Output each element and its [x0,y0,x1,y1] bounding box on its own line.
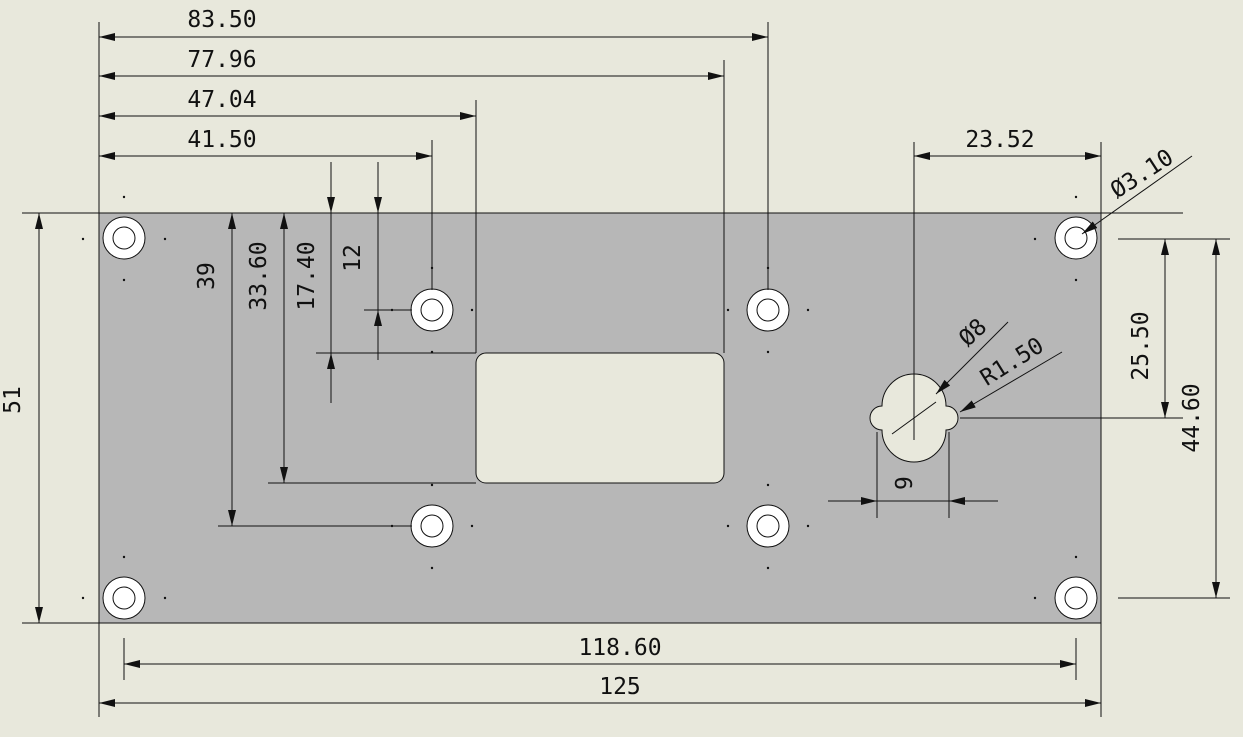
dim-41-50: 41.50 [99,127,432,160]
hole-inner-top-right [746,288,790,332]
dim-9-label: 9 [892,476,918,490]
dim-51: 51 [0,213,43,623]
hole-inner-bottom-right [746,504,790,548]
dim-118-60-label: 118.60 [578,635,661,661]
hole-bottom-left [102,576,146,620]
dim-33-60-label: 33.60 [246,241,272,310]
dim-47-04: 47.04 [99,87,476,120]
dim-23-52: 23.52 [914,127,1101,160]
hole-inner-top-left [410,288,454,332]
dim-39-label: 39 [194,262,220,290]
hole-top-right [1054,216,1098,260]
dim-41-50-label: 41.50 [187,127,256,153]
rectangular-cutout [475,352,725,484]
extension-lines [22,22,1230,717]
dim-125-label: 125 [599,674,641,700]
dim-118-60: 118.60 [124,635,1076,668]
dim-51-label: 51 [0,386,26,414]
dim-47-04-label: 47.04 [187,87,256,113]
dim-83-50-label: 83.50 [187,7,256,33]
dim-25-50: 25.50 [1128,239,1169,418]
dim-25-50-label: 25.50 [1128,311,1154,380]
dim-17-40-label: 17.40 [294,241,320,310]
dim-12: 12 [340,162,382,360]
dim-77-96-label: 77.96 [187,47,256,73]
dim-12-label: 12 [340,244,366,272]
dim-39: 39 [194,213,236,526]
center-marks [81,195,1078,600]
dim-9: 9 [828,476,998,505]
dim-phi-3-10-label: Ø3.10 [1106,144,1178,204]
dim-83-50: 83.50 [99,7,768,41]
hole-top-left [102,216,146,260]
dim-23-52-label: 23.52 [965,127,1034,153]
dim-125: 125 [99,674,1101,707]
dim-77-96: 77.96 [99,47,724,80]
dim-17-40: 17.40 [294,162,335,403]
dim-33-60: 33.60 [246,213,288,483]
hole-bottom-right [1054,576,1098,620]
dim-44-60-label: 44.60 [1179,383,1205,452]
hole-inner-bottom-left [410,504,454,548]
dim-44-60: 44.60 [1179,239,1220,598]
